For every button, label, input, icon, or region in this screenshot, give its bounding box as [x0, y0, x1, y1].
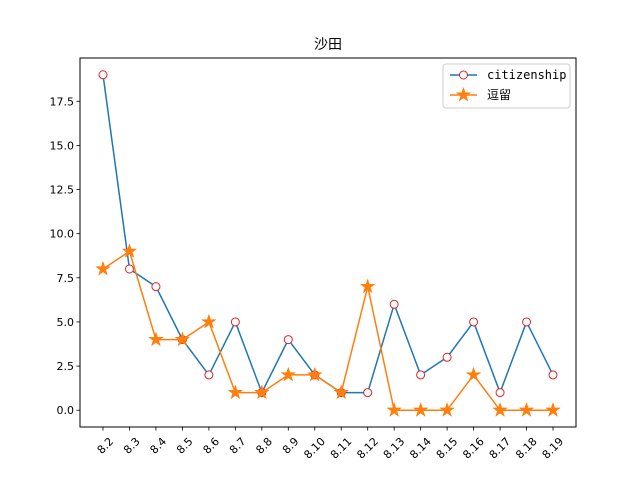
data-point-star: [95, 260, 111, 276]
x-tick-label: 8.9: [280, 435, 302, 457]
data-point-circle: [151, 282, 161, 292]
data-point-circle: [389, 299, 399, 309]
data-point-circle: [442, 352, 452, 362]
y-axis: 0.0 2.5 5.0 7.5 10.0 12.5 15.0 17.5: [50, 95, 80, 417]
x-tick-label: 8.18: [513, 435, 540, 462]
data-point-star: [359, 278, 376, 294]
x-tick-label: 8.4: [148, 435, 170, 457]
data-point-circle: [548, 370, 558, 380]
data-point-star: [386, 401, 403, 417]
x-axis: 8.2 8.3 8.4 8.5 8.6 8.7 8.8 8.9 8.10 8.11 8.12 8.13…: [95, 427, 567, 462]
x-tick-label: 8.11: [328, 435, 355, 462]
y-tick-label: 10.0: [50, 228, 75, 241]
series-line: [102, 74, 554, 394]
y-tick-label: 0.0: [57, 404, 75, 417]
y-tick-label: 12.5: [50, 184, 75, 197]
data-point-circle: [230, 317, 240, 327]
data-point-star: [148, 331, 164, 347]
legend-marker-douliu: [455, 86, 472, 102]
data-point-circle: [124, 264, 134, 274]
legend-label-citizenship: citizenship: [487, 68, 566, 82]
data-point-star: [492, 401, 508, 417]
y-tick-label: 5.0: [57, 316, 75, 329]
x-tick-label: 8.8: [253, 435, 275, 457]
data-point-star: [465, 366, 482, 382]
series-layer: [95, 70, 561, 417]
data-point-circle: [469, 317, 479, 327]
x-tick-label: 8.14: [407, 435, 434, 462]
data-point-star: [545, 401, 561, 417]
plot-area-frame: [79, 57, 577, 428]
data-point-star: [253, 384, 270, 400]
series-douliu: [95, 243, 561, 417]
data-point-circle: [416, 370, 426, 380]
x-tick-label: 8.6: [201, 435, 223, 457]
legend-label-douliu: 逗留: [487, 88, 511, 102]
y-tick-label: 17.5: [50, 95, 75, 108]
x-tick-label: 8.15: [434, 435, 461, 462]
x-tick-label: 8.7: [227, 435, 249, 457]
legend: citizenship 逗留: [442, 63, 571, 109]
data-point-circle: [363, 388, 373, 398]
data-point-circle: [283, 335, 293, 345]
chart-title: 沙田: [314, 37, 342, 53]
data-point-star: [280, 366, 297, 382]
x-tick-label: 8.19: [540, 435, 567, 462]
series-line: [102, 250, 553, 411]
data-point-star: [121, 243, 138, 259]
x-tick-label: 8.16: [460, 435, 487, 462]
data-point-star: [333, 384, 350, 400]
x-tick-label: 8.10: [301, 435, 328, 462]
y-tick-label: 7.5: [57, 272, 75, 285]
y-tick-label: 15.0: [50, 139, 75, 152]
x-tick-label: 8.12: [354, 435, 381, 462]
series-citizenship: [98, 70, 558, 398]
data-point-star: [227, 384, 244, 400]
data-point-circle: [98, 70, 108, 80]
data-point-star: [174, 331, 191, 347]
x-tick-label: 8.3: [121, 435, 143, 457]
data-point-star: [439, 401, 456, 417]
x-tick-label: 8.5: [174, 435, 196, 457]
x-tick-label: 8.17: [487, 435, 514, 462]
data-point-star: [518, 401, 535, 417]
x-tick-label: 8.13: [381, 435, 408, 462]
data-point-circle: [495, 388, 505, 398]
data-point-star: [306, 366, 323, 382]
x-tick-label: 8.2: [95, 435, 117, 457]
legend-marker-citizenship: [459, 70, 468, 80]
y-tick-label: 2.5: [57, 360, 75, 373]
data-point-star: [200, 313, 217, 329]
data-point-star: [412, 401, 429, 417]
data-point-circle: [204, 370, 214, 380]
data-point-circle: [522, 317, 532, 327]
